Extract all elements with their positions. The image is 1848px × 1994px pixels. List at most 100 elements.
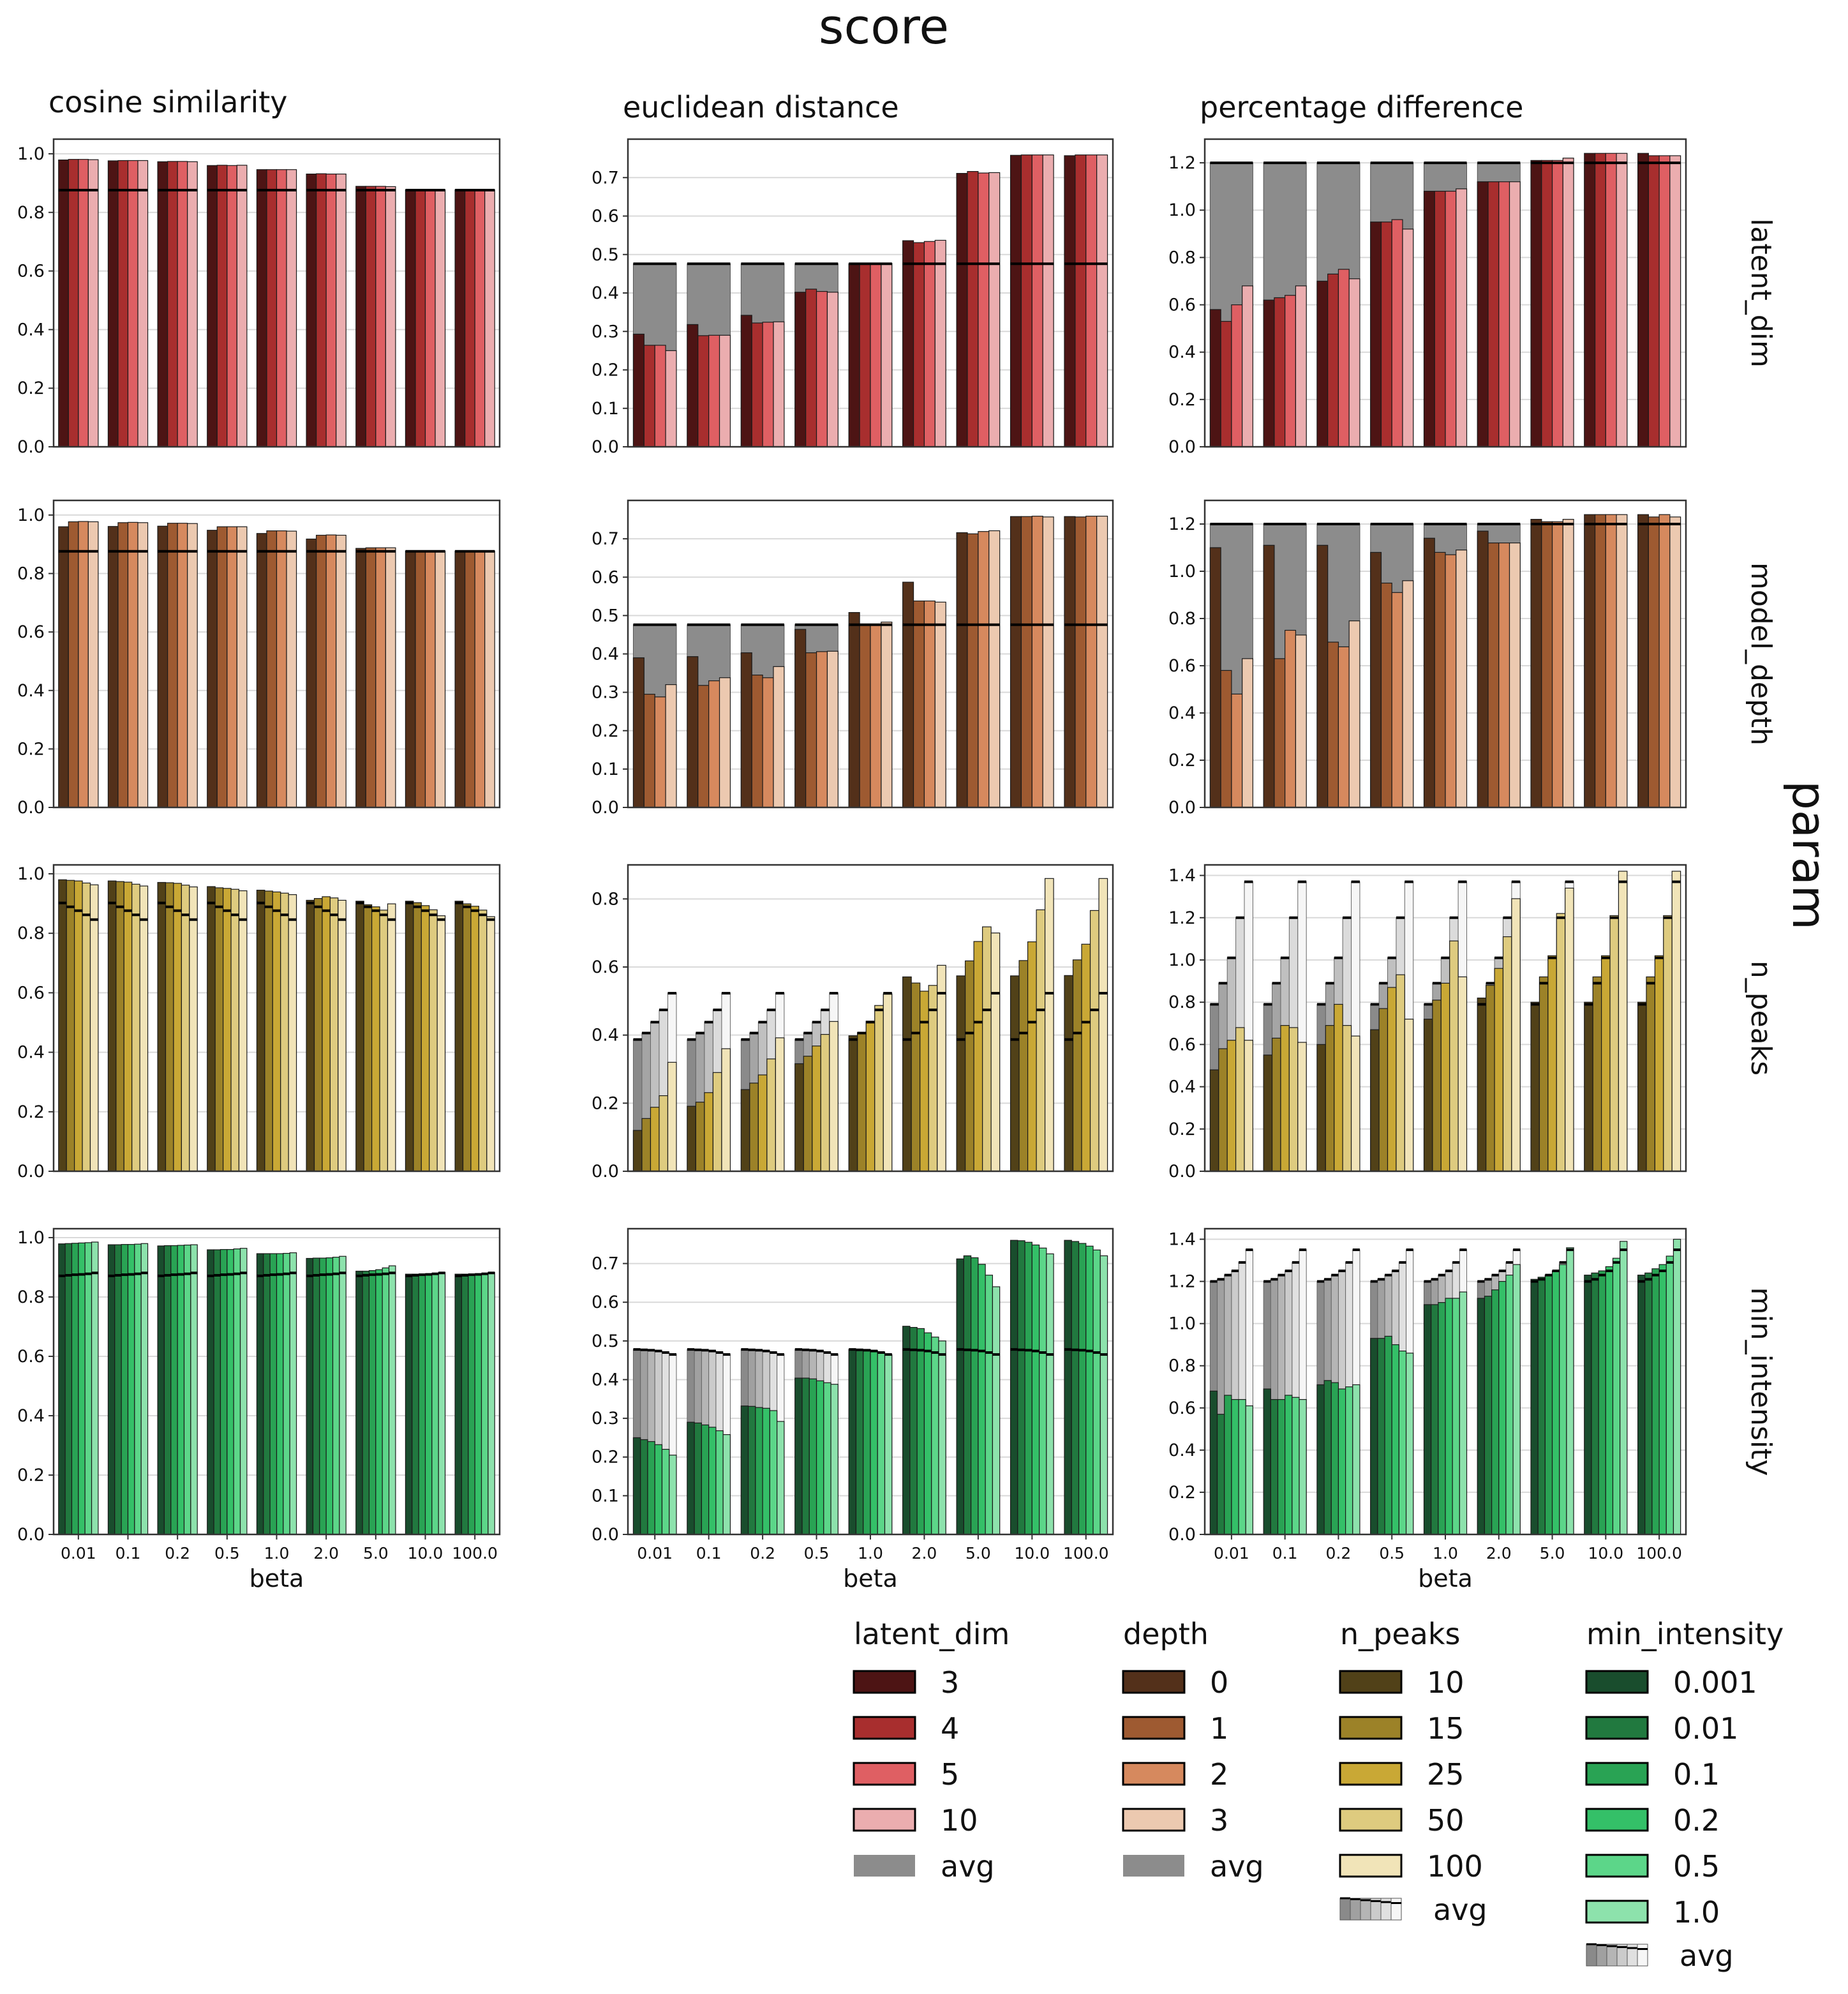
legend-label: 5 <box>941 1757 959 1792</box>
legend-swatch-avg <box>854 1855 915 1877</box>
x-tick-label: 0.01 <box>61 1544 96 1563</box>
legend-label-avg: avg <box>1210 1849 1264 1884</box>
bar-1.0 <box>1620 1241 1628 1535</box>
bar-0.01 <box>855 1349 864 1535</box>
x-tick-label: 0.1 <box>696 1544 722 1563</box>
bar-15 <box>66 880 75 1172</box>
bar-15 <box>749 1083 759 1172</box>
bar-1 <box>859 624 871 808</box>
bar-0.1 <box>808 1378 817 1535</box>
axes-frame <box>1203 138 1687 448</box>
row-label: min_intensity <box>1745 1287 1777 1476</box>
bar-5 <box>1031 154 1043 447</box>
bar-0.01 <box>1270 1398 1279 1535</box>
y-tick-label: 0.0 <box>17 798 45 818</box>
column-title: percentage difference <box>1200 90 1523 124</box>
bar-3 <box>632 333 645 447</box>
bar-10 <box>848 1035 858 1172</box>
bar-1 <box>1594 514 1606 808</box>
bar-10 <box>773 321 785 447</box>
y-tick-label: 0.2 <box>1168 1120 1196 1139</box>
bar-0.2 <box>1605 1266 1614 1535</box>
bar-0.2 <box>978 1264 986 1535</box>
column-title: euclidean distance <box>623 90 899 124</box>
x-tick-label: 0.2 <box>750 1544 775 1563</box>
bar-25 <box>173 883 182 1172</box>
bar-1.0 <box>884 1354 893 1535</box>
bar-15 <box>264 890 273 1172</box>
bar-3 <box>107 160 119 447</box>
bar-5 <box>1285 295 1297 447</box>
y-tick-label: 1.2 <box>1168 153 1196 173</box>
y-tick-label: 0.7 <box>592 529 619 549</box>
chart-grid: cosine similarity euclidean distance perce… <box>17 85 1777 1593</box>
axes-frame <box>1203 1227 1687 1536</box>
legend-label: 0.1 <box>1673 1757 1720 1792</box>
bar-0 <box>1263 544 1275 808</box>
y-tick-label: 0.4 <box>592 1026 619 1046</box>
y-tick-label: 1.0 <box>17 506 45 525</box>
bar-10 <box>355 901 364 1172</box>
bar-0.001 <box>1209 1390 1218 1535</box>
bar-3 <box>1064 155 1076 447</box>
bar-10 <box>687 1106 697 1172</box>
legend-swatch <box>853 1716 916 1740</box>
bar-5 <box>424 189 436 447</box>
axes-frame <box>52 499 501 809</box>
bar-25 <box>1440 982 1450 1172</box>
y-tick-label: 0.2 <box>17 739 45 759</box>
bar-1.0 <box>239 1248 248 1535</box>
bar-0.1 <box>701 1424 710 1535</box>
bar-1.0 <box>140 1243 149 1535</box>
bar-0 <box>355 548 366 808</box>
bar-1.0 <box>438 1271 446 1535</box>
x-axis-label: beta <box>1418 1564 1473 1593</box>
bar-3 <box>355 186 366 447</box>
bar-5 <box>1391 219 1403 447</box>
legend-swatch <box>1585 1716 1649 1740</box>
bar-10 <box>934 239 946 447</box>
bar-0.001 <box>740 1406 749 1535</box>
legend-swatch-avg <box>1123 1855 1184 1877</box>
bar-25 <box>74 880 83 1172</box>
bar-3 <box>1209 309 1221 447</box>
bar-0.5 <box>1559 1264 1567 1535</box>
y-tick-label: 0.2 <box>1168 390 1196 410</box>
legend-title: latent_dim <box>854 1617 1010 1651</box>
bar-100 <box>1297 1042 1307 1172</box>
y-tick-label: 0.0 <box>17 1162 45 1181</box>
bar-50 <box>1036 909 1046 1172</box>
bar-50 <box>874 1005 884 1172</box>
y-tick-label: 0.1 <box>592 399 619 419</box>
y-tick-label: 0.3 <box>592 322 619 341</box>
bar-3 <box>1295 634 1307 808</box>
bar-1 <box>1380 582 1392 808</box>
bar-0.001 <box>1637 1275 1646 1535</box>
legend-label-avg: avg <box>941 1849 995 1884</box>
bar-15 <box>1325 1024 1335 1172</box>
x-tick-label: 2.0 <box>912 1544 937 1563</box>
bar-25 <box>704 1092 714 1172</box>
bar-1.0 <box>1245 1405 1253 1535</box>
x-tick-label: 2.0 <box>313 1544 339 1563</box>
bar-1 <box>316 534 327 808</box>
y-tick-label: 0.0 <box>1168 798 1196 818</box>
bar-0 <box>1316 544 1329 808</box>
bar-10 <box>1096 154 1108 447</box>
subplot-n_peaks-0: 0.0 0.2 0.4 0.6 0.8 1.0 <box>17 864 501 1181</box>
bar-10 <box>1042 154 1054 447</box>
bar-25 <box>1334 1003 1343 1172</box>
bar-2 <box>1605 514 1617 808</box>
y-tick-label: 0.6 <box>17 983 45 1003</box>
bar-0 <box>1010 516 1022 808</box>
bar-2 <box>1498 542 1510 808</box>
legend-swatch <box>1585 1900 1649 1924</box>
bar-10 <box>1423 1019 1433 1172</box>
bar-0.001 <box>256 1253 264 1535</box>
bar-50 <box>82 882 91 1172</box>
bar-0 <box>1477 530 1489 808</box>
bar-100 <box>1350 1035 1360 1172</box>
bar-3 <box>1263 299 1275 447</box>
bar-3 <box>1584 153 1596 447</box>
